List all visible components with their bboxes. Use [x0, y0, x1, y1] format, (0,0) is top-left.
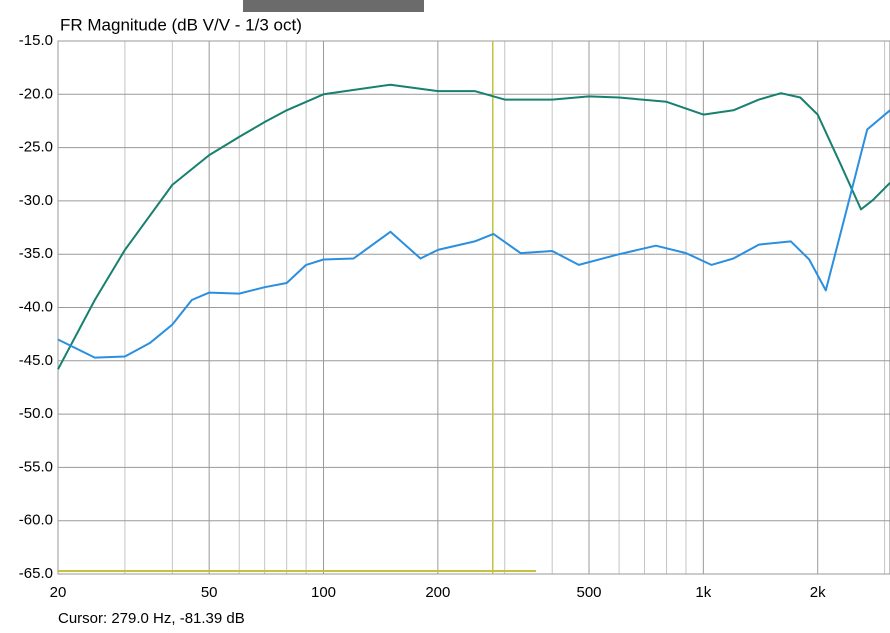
- y-tick-label: -40.0: [19, 298, 53, 315]
- chart-title: FR Magnitude (dB V/V - 1/3 oct): [60, 15, 302, 34]
- response-line: [57, 83, 890, 370]
- y-tick-label: -65.0: [19, 565, 53, 582]
- toolbar-handle: [243, 0, 424, 12]
- y-tick-label: -60.0: [19, 512, 53, 529]
- x-tick-label: 200: [425, 584, 450, 601]
- y-tick-label: -45.0: [19, 352, 53, 369]
- y-tick-label: -30.0: [19, 192, 53, 209]
- x-tick-label: 500: [576, 584, 601, 601]
- x-tick-label: 2k: [810, 584, 826, 601]
- cursor-readout: Cursor: 279.0 Hz, -81.39 dB: [58, 610, 245, 627]
- y-tick-label: -50.0: [19, 405, 53, 422]
- x-tick-label: 20: [50, 584, 67, 601]
- y-tick-label: -35.0: [19, 245, 53, 262]
- response-line: [57, 109, 890, 359]
- x-tick-label: 1k: [695, 584, 711, 601]
- x-tick-label: 100: [311, 584, 336, 601]
- y-tick-label: -20.0: [19, 85, 53, 102]
- x-tick-label: 50: [201, 584, 218, 601]
- y-tick-label: -55.0: [19, 458, 53, 475]
- y-tick-label: -15.0: [19, 32, 53, 49]
- y-tick-label: -25.0: [19, 139, 53, 156]
